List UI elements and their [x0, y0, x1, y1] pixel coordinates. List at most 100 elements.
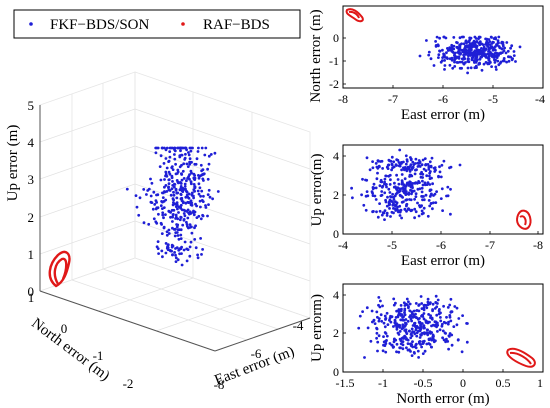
fkf-point [464, 53, 468, 56]
panel3-x-tick-0: -1.5 [336, 376, 355, 390]
fkf-point [377, 296, 381, 299]
fkf-point [417, 356, 420, 359]
fkf-point [409, 180, 412, 184]
fkf-point [474, 60, 478, 63]
fkf-point [134, 194, 138, 198]
fkf-point [196, 256, 200, 260]
fkf-point [429, 57, 433, 61]
fkf-point [489, 35, 493, 39]
fkf-point [403, 309, 407, 312]
fkf-point [173, 149, 177, 153]
fkf-point [424, 163, 427, 167]
fkf-point [206, 214, 209, 218]
fkf-point [449, 319, 453, 323]
fkf-point [202, 179, 205, 182]
fkf-point [167, 228, 171, 232]
fkf-point [190, 225, 193, 229]
fkf-point [422, 206, 426, 210]
fkf-point [207, 162, 211, 166]
fkf-point [171, 215, 175, 219]
fkf-point [450, 48, 454, 51]
fkf-point [180, 163, 183, 167]
fkf-point [422, 167, 426, 171]
fkf-point [199, 174, 203, 177]
fkf-point [416, 326, 420, 329]
fkf-point [364, 208, 368, 212]
legend-marker-fkf [29, 22, 33, 26]
fkf-point [430, 176, 433, 180]
panel1-points [418, 35, 522, 75]
fkf-point [173, 251, 177, 254]
fkf-point [184, 195, 188, 199]
fkf-point [424, 319, 428, 323]
fkf-point [183, 214, 187, 218]
fkf-point [415, 331, 419, 335]
fkf-point [170, 166, 174, 170]
fkf-point [496, 52, 500, 56]
fkf-point [450, 43, 454, 47]
fkf-point [176, 234, 180, 237]
fkf-point [404, 162, 408, 166]
fkf-point [366, 326, 370, 330]
fkf-point [188, 173, 191, 177]
fkf-point [439, 60, 443, 64]
fkf-point [468, 48, 471, 52]
fkf-point [369, 339, 373, 343]
fkf-point [192, 172, 196, 176]
fkf-point [442, 320, 446, 324]
fkf-point [174, 215, 178, 219]
fkf-point [460, 42, 463, 46]
fkf-point [191, 146, 194, 150]
fkf-point [167, 232, 171, 235]
fkf-point [455, 306, 459, 310]
fkf-point [175, 231, 179, 234]
fkf-point [443, 59, 446, 62]
fkf-point [441, 209, 444, 213]
fkf-point [158, 165, 162, 169]
fkf-point [386, 195, 389, 199]
panel3-x-tick-1: -1 [378, 376, 388, 390]
fkf-point [436, 323, 440, 327]
fkf-point [438, 49, 442, 53]
fkf-point [180, 263, 184, 267]
fkf-point [207, 188, 211, 192]
fkf-point [392, 160, 396, 164]
chart-3d-zlabel: Up error (m) [5, 125, 21, 202]
fkf-point [403, 311, 406, 314]
fkf-point [445, 194, 448, 198]
fkf-point [402, 200, 405, 204]
fkf-point [488, 40, 492, 43]
fkf-point [185, 193, 189, 197]
y-tick-0: 1 [28, 290, 35, 305]
fkf-point [462, 62, 466, 65]
fkf-point [518, 45, 522, 49]
fkf-point [487, 38, 491, 41]
fkf-point [416, 165, 420, 168]
panel2-ticks [342, 155, 539, 235]
fkf-point [164, 251, 168, 255]
fkf-point [385, 311, 389, 315]
fkf-point [419, 205, 423, 208]
fkf-point [421, 176, 424, 179]
panel3-points [357, 294, 469, 359]
fkf-point [465, 340, 469, 344]
fkf-point [371, 320, 374, 324]
fkf-point [418, 161, 422, 165]
fkf-point [174, 162, 178, 166]
fkf-point [182, 188, 186, 191]
fkf-point [177, 211, 180, 214]
fkf-point [374, 186, 378, 190]
fkf-point [176, 223, 180, 227]
fkf-point [201, 168, 205, 172]
fkf-point [145, 193, 148, 196]
fkf-point [392, 203, 395, 207]
panel3-xlabel: North error (m) [396, 391, 489, 407]
fkf-point [378, 184, 382, 188]
fkf-point [375, 327, 379, 331]
fkf-point [472, 59, 476, 62]
panel3-y-tick-0: 0 [333, 365, 339, 379]
fkf-point [413, 332, 417, 336]
fkf-point [163, 178, 166, 181]
fkf-point [168, 155, 172, 159]
fkf-point [189, 161, 193, 164]
